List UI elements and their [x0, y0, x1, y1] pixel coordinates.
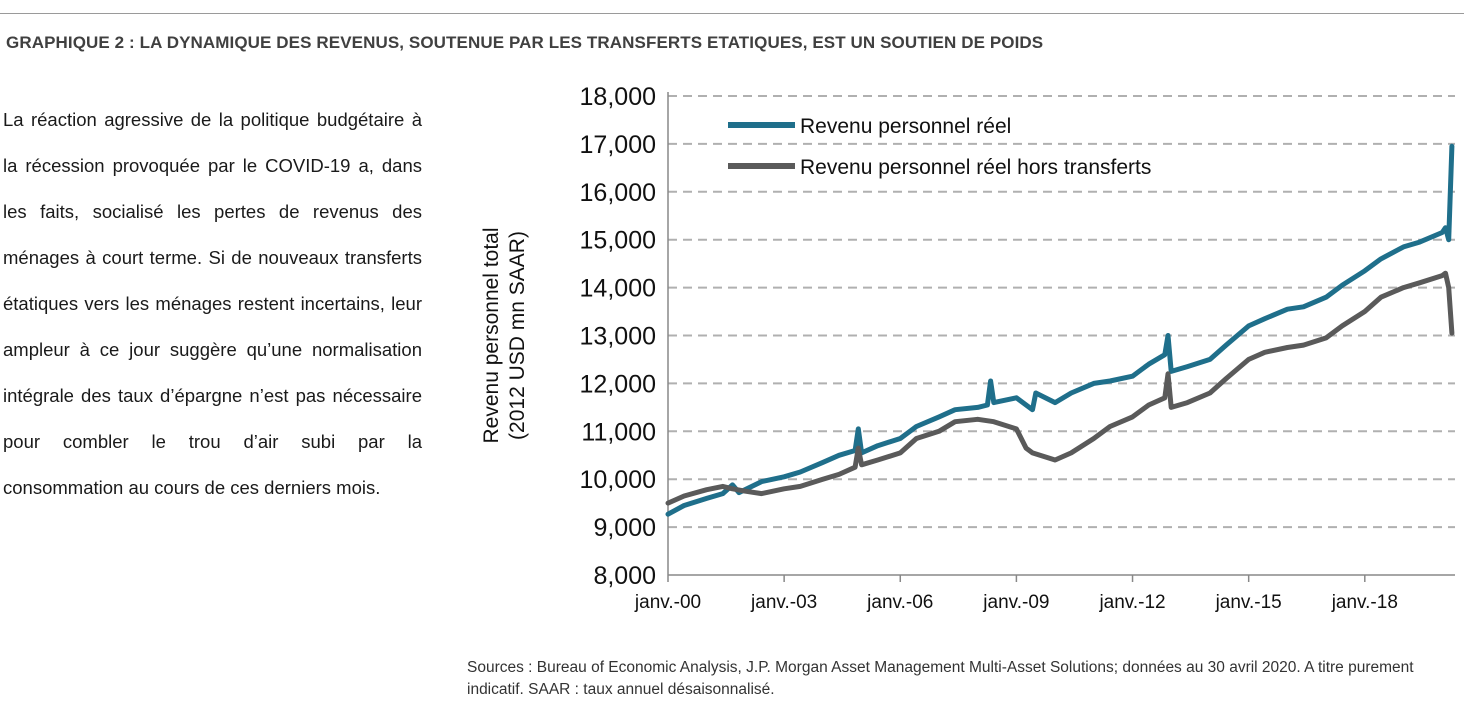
series-line-2 [665, 270, 1455, 506]
commentary-paragraph: La réaction agressive de la politique bu… [3, 109, 422, 498]
legend-label: Revenu personnel réel [800, 115, 1011, 138]
grid-lines [668, 95, 1455, 529]
x-tick-label: janv.-03 [750, 592, 817, 613]
y-tick-labels: 8,000 9,000 10,000 11,000 12,000 13,000 14,000… [580, 83, 656, 590]
y-tick-label: 16,000 [580, 179, 656, 207]
y-tick-label: 8,000 [593, 562, 656, 590]
y-tick-label: 12,000 [580, 370, 656, 398]
y-axis-label-group: Revenu personnel total (2012 USD mn SAAR) [480, 228, 529, 444]
y-axis-label-line2: (2012 USD mn SAAR) [506, 231, 529, 440]
y-tick-label: 13,000 [580, 323, 656, 351]
y-tick-label: 17,000 [580, 131, 656, 159]
income-line-chart: 8,000 9,000 10,000 11,000 12,000 13,000 14,000… [470, 80, 1464, 625]
x-tick-label: janv.-12 [1098, 592, 1165, 613]
legend: Revenu personnel réel Revenu personnel ré… [728, 115, 1151, 179]
y-tick-label: 18,000 [580, 83, 656, 111]
sources-note: Sources : Bureau of Economic Analysis, J… [467, 659, 1414, 698]
y-tick-label: 11,000 [581, 418, 656, 446]
x-tick-label: janv.-06 [866, 592, 933, 613]
chart-svg: 8,000 9,000 10,000 11,000 12,000 13,000 14,000… [480, 83, 1455, 613]
chart-heading: GRAPHIQUE 2 : LA DYNAMIQUE DES REVENUS, … [6, 33, 1044, 52]
x-tick-label: janv.-09 [982, 592, 1049, 613]
y-axis-label-line1: Revenu personnel total [480, 228, 503, 444]
y-tick-label: 15,000 [580, 227, 656, 255]
series-line-1 [665, 143, 1455, 517]
x-tick-label: janv.-15 [1215, 592, 1282, 613]
top-rule [0, 13, 1464, 14]
axes [667, 92, 1455, 582]
y-tick-label: 10,000 [580, 466, 656, 494]
x-tick-labels: janv.-00 janv.-03 janv.-06 janv.-09 janv.-12… [634, 592, 1398, 613]
legend-label: Revenu personnel réel hors transferts [800, 156, 1151, 179]
x-tick-label: janv.-00 [634, 592, 701, 613]
y-axis-label: Revenu personnel total (2012 USD mn SAAR) [480, 228, 529, 444]
y-tick-label: 14,000 [580, 275, 656, 303]
y-tick-label: 9,000 [593, 514, 656, 542]
series-lines [665, 143, 1455, 517]
x-tick-label: janv.-18 [1331, 592, 1398, 613]
